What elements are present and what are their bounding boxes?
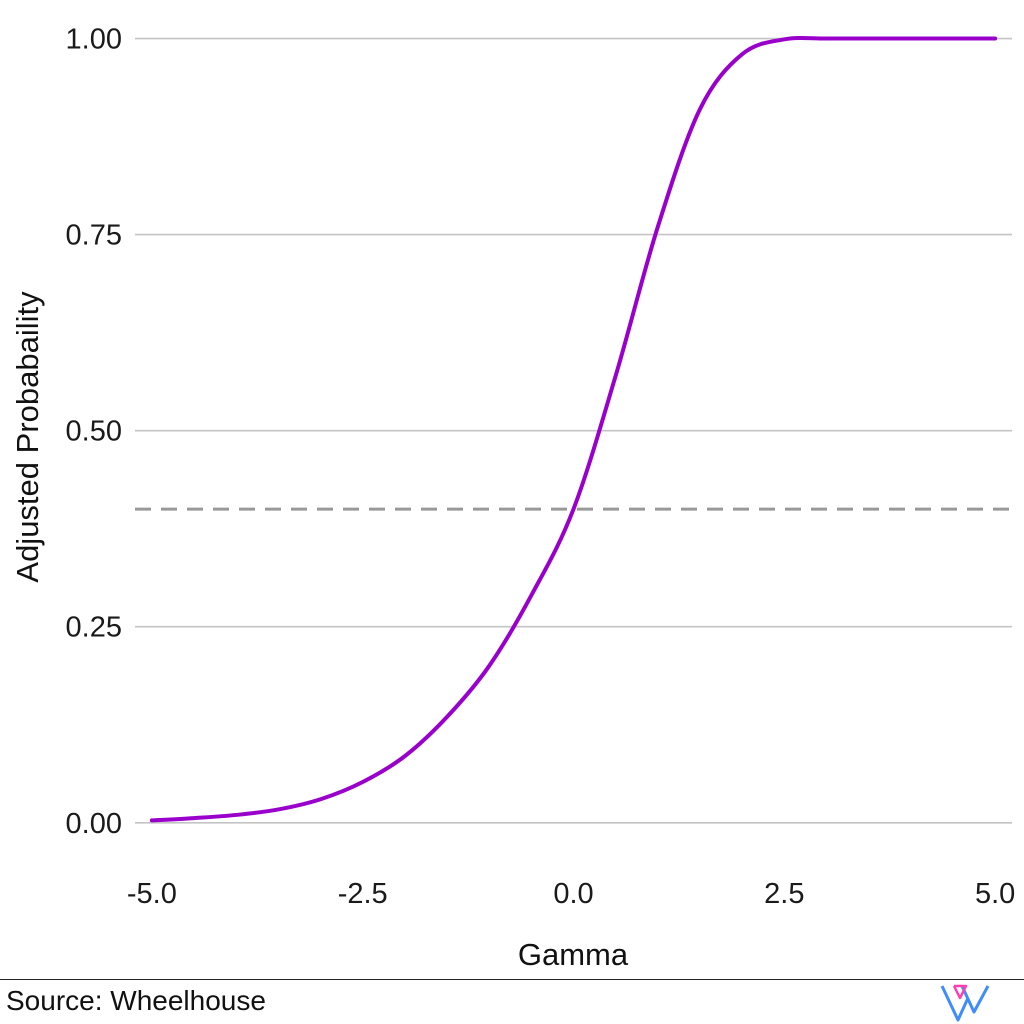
chart: 0.00 0.25 0.50 0.75 1.00 -5.0 -2.5 0.0 2.5 5.0 G… xyxy=(10,24,1015,972)
wheelhouse-logo-icon xyxy=(940,984,990,1022)
x-tick-label: 5.0 xyxy=(975,878,1015,910)
y-axis-ticks: 0.00 0.25 0.50 0.75 1.00 xyxy=(66,24,122,840)
y-tick-label: 0.75 xyxy=(66,220,122,252)
x-tick-label: 2.5 xyxy=(764,878,804,910)
x-tick-label: -5.0 xyxy=(127,878,177,910)
y-axis-label: Adjusted Probabaility xyxy=(10,291,45,583)
x-tick-label: 0.0 xyxy=(553,878,593,910)
grid-lines xyxy=(135,37,1012,824)
x-axis-ticks: -5.0 -2.5 0.0 2.5 5.0 xyxy=(127,878,1015,910)
series-group xyxy=(149,35,998,823)
y-tick-label: 0.00 xyxy=(66,808,122,840)
source-caption: Source: Wheelhouse xyxy=(6,985,266,1016)
x-tick-label: -2.5 xyxy=(338,878,388,910)
footer-divider xyxy=(0,979,1024,980)
y-tick-label: 0.25 xyxy=(66,612,122,644)
y-tick-label: 1.00 xyxy=(66,24,122,56)
series-line xyxy=(149,35,998,823)
x-axis-label: Gamma xyxy=(518,937,629,972)
y-tick-label: 0.50 xyxy=(66,416,122,448)
